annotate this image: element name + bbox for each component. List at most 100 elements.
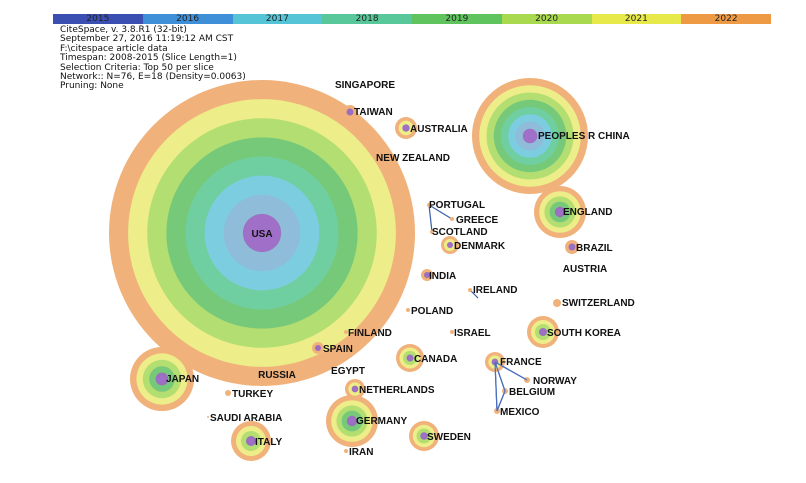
node-austria[interactable]: AUSTRIA [563,264,607,275]
timeline-year-2021: 2021 [591,14,682,24]
node-ring [424,272,430,278]
node-label: USA [251,229,272,240]
node-core [422,434,426,438]
node-core [523,129,537,143]
node-core [248,438,254,444]
timeline-year-2017: 2017 [232,14,323,24]
node-label: DENMARK [454,241,506,252]
node-ring [450,330,454,334]
node-ring [225,390,231,396]
node-label: MEXICO [500,407,540,418]
timeline-year-2022: 2022 [681,14,771,24]
node-israel[interactable]: ISRAEL [450,328,491,339]
node-label: SOUTH KOREA [547,328,621,339]
node-usa[interactable]: USA [109,80,415,386]
node-label: NORWAY [533,376,577,387]
node-japan[interactable]: JAPAN [130,347,199,411]
node-core [243,214,281,252]
node-china[interactable]: PEOPLES R CHINA [472,78,630,194]
node-russia[interactable]: RUSSIA [258,370,296,381]
node-label: RUSSIA [258,370,296,381]
timeline-year-2015: 2015 [53,14,143,24]
node-iran[interactable]: IRAN [344,447,373,458]
node-new-zealand[interactable]: NEW ZEALAND [376,153,450,164]
timeline-year-2016: 2016 [142,14,233,24]
node-germany[interactable]: GERMANY [326,395,407,447]
node-belgium[interactable]: BELGIUM [502,387,555,398]
node-ring [207,416,209,418]
node-label: POLAND [411,306,453,317]
node-label: NEW ZEALAND [376,153,450,164]
node-taiwan[interactable]: TAIWAN [343,105,393,119]
node-ring [468,288,472,292]
node-netherlands[interactable]: NETHERLANDS [345,379,435,399]
node-south-korea[interactable]: SOUTH KOREA [527,316,621,348]
node-spain[interactable]: SPAIN [312,342,353,355]
node-italy[interactable]: ITALY [231,421,283,461]
node-label: FINLAND [348,328,392,339]
node-label: SINGAPORE [335,80,395,91]
node-denmark[interactable]: DENMARK [441,236,506,254]
node-poland[interactable]: POLAND [406,306,453,317]
node-france[interactable]: FRANCE [485,352,542,372]
node-singapore[interactable]: SINGAPORE [335,80,395,91]
node-saudi-arabia[interactable]: SAUDI ARABIA [207,413,282,424]
node-england[interactable]: ENGLAND [534,186,612,238]
node-norway[interactable]: NORWAY [524,376,577,387]
node-ring [553,299,561,307]
link-top-france-mexico [494,361,498,412]
info-timespan: Timespan: 2008-2015 (Slice Length=1) [60,53,237,64]
timeline-legend: 2015 2016 2017 2018 2019 2020 2021 2022 [53,14,771,24]
node-label: JAPAN [166,374,199,385]
node-label: SWEDEN [427,432,471,443]
node-finland[interactable]: FINLAND [344,328,392,339]
node-label: SCOTLAND [432,227,488,238]
node-ring [315,345,321,351]
node-label: AUSTRIA [563,264,607,275]
node-label: FRANCE [500,357,542,368]
link-top-france-norway [494,361,528,381]
node-scotland[interactable]: SCOTLAND [430,227,488,238]
node-core [158,375,166,383]
node-ring [344,449,348,453]
node-label: ISRAEL [454,328,491,339]
info-path: F:\citespace article data [60,43,168,54]
node-brazil[interactable]: BRAZIL [565,240,613,254]
info-network: Network:: N=76, E=18 (Density=0.0063) [60,72,246,83]
link-portugal-scotland [428,204,433,233]
node-switzerland[interactable]: SWITZERLAND [553,298,635,309]
node-australia[interactable]: AUSTRALIA [395,117,468,139]
node-turkey[interactable]: TURKEY [225,389,273,400]
citespace-info: CiteSpace, v. 3.8.R1 (32-bit) September … [60,25,246,92]
node-label: IRAN [349,447,373,458]
info-date: September 27, 2016 11:19:12 AM CST [60,34,234,45]
node-label: TURKEY [232,389,273,400]
node-ring [450,217,454,221]
node-mexico[interactable]: MEXICO [494,407,540,418]
node-label: GERMANY [356,416,407,427]
node-sweden[interactable]: SWEDEN [409,421,471,451]
node-greece[interactable]: GREECE [450,215,499,226]
node-label: SWITZERLAND [562,298,635,309]
node-egypt[interactable]: EGYPT [331,366,365,377]
link-portugal-greece [428,204,453,220]
node-label: AUSTRALIA [410,124,468,135]
node-label: IRELAND [473,285,517,296]
node-core [404,126,408,130]
node-ireland[interactable]: IRELAND [468,285,517,296]
node-ring [346,108,354,116]
node-core [541,330,545,334]
node-india[interactable]: INDIA [421,269,456,282]
info-version: CiteSpace, v. 3.8.R1 (32-bit) [60,25,187,35]
node-ring [406,308,410,312]
timeline-year-2018: 2018 [322,14,412,24]
node-canada[interactable]: CANADA [396,344,457,372]
node-label: SPAIN [323,344,353,355]
node-label: BRAZIL [576,243,613,254]
node-portugal[interactable]: PORTUGAL [427,200,485,211]
node-core [448,243,452,247]
node-label: BELGIUM [509,387,555,398]
node-label: ITALY [255,437,283,448]
node-label: PEOPLES R CHINA [538,131,630,142]
